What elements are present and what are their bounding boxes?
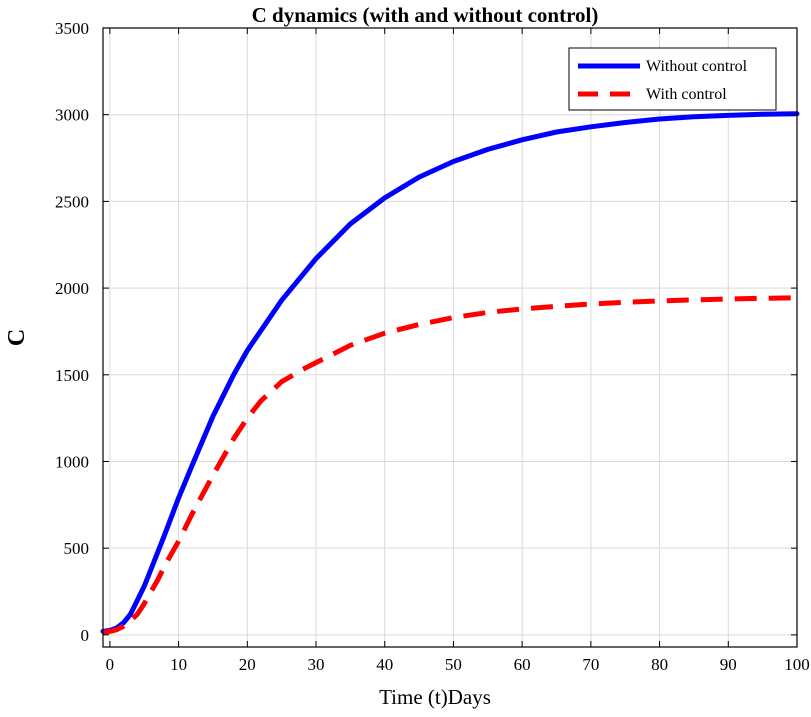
series-line-without-control [100,111,800,634]
y-tick-label: 2000 [55,279,89,298]
x-tick-label: 20 [239,655,256,674]
y-tick-label: 0 [81,626,90,645]
series-line-with-control [102,295,798,635]
chart-title: C dynamics (with and without control) [252,3,599,27]
x-tick-label: 50 [445,655,462,674]
y-tick-label: 3500 [55,19,89,38]
series-lines [100,111,800,635]
x-tick-label: 30 [308,655,325,674]
y-axis-title: C [4,329,30,346]
y-tick-label: 2500 [55,192,89,211]
y-tick-label: 1000 [55,452,89,471]
x-axis-title: Time (t)Days [379,685,491,709]
x-tick-label: 10 [170,655,187,674]
x-tick-label: 80 [651,655,668,674]
legend-label-with-control: With control [646,86,727,103]
x-tick-label: 70 [582,655,599,674]
x-tick-label: 100 [784,655,810,674]
legend: Without control With control [568,47,777,111]
legend-label-without-control: Without control [646,58,748,75]
x-axis-ticks: 0 10 20 30 40 50 60 70 80 90 100 [106,28,810,674]
x-tick-label: 0 [106,655,115,674]
y-tick-label: 500 [64,539,90,558]
grid-lines [103,27,798,647]
x-tick-label: 90 [720,655,737,674]
y-tick-label: 3000 [55,106,89,125]
plot-frame [102,27,798,648]
y-axis-ticks: 0 500 1000 1500 2000 2500 3000 3500 [55,19,797,645]
x-tick-label: 60 [514,655,531,674]
x-tick-label: 40 [376,655,393,674]
y-tick-label: 1500 [55,366,89,385]
legend-box [568,47,777,111]
